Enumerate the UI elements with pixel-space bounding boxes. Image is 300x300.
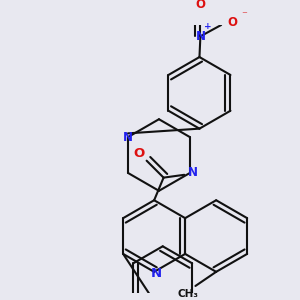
- Text: N: N: [188, 167, 198, 179]
- Text: O: O: [195, 0, 206, 11]
- Text: N: N: [151, 267, 162, 280]
- Text: N: N: [123, 130, 133, 144]
- Text: CH₃: CH₃: [177, 290, 198, 299]
- Text: O: O: [134, 147, 145, 160]
- Text: +: +: [204, 22, 212, 32]
- Text: N: N: [195, 30, 206, 43]
- Text: O: O: [227, 16, 237, 29]
- Text: ⁻: ⁻: [241, 11, 247, 21]
